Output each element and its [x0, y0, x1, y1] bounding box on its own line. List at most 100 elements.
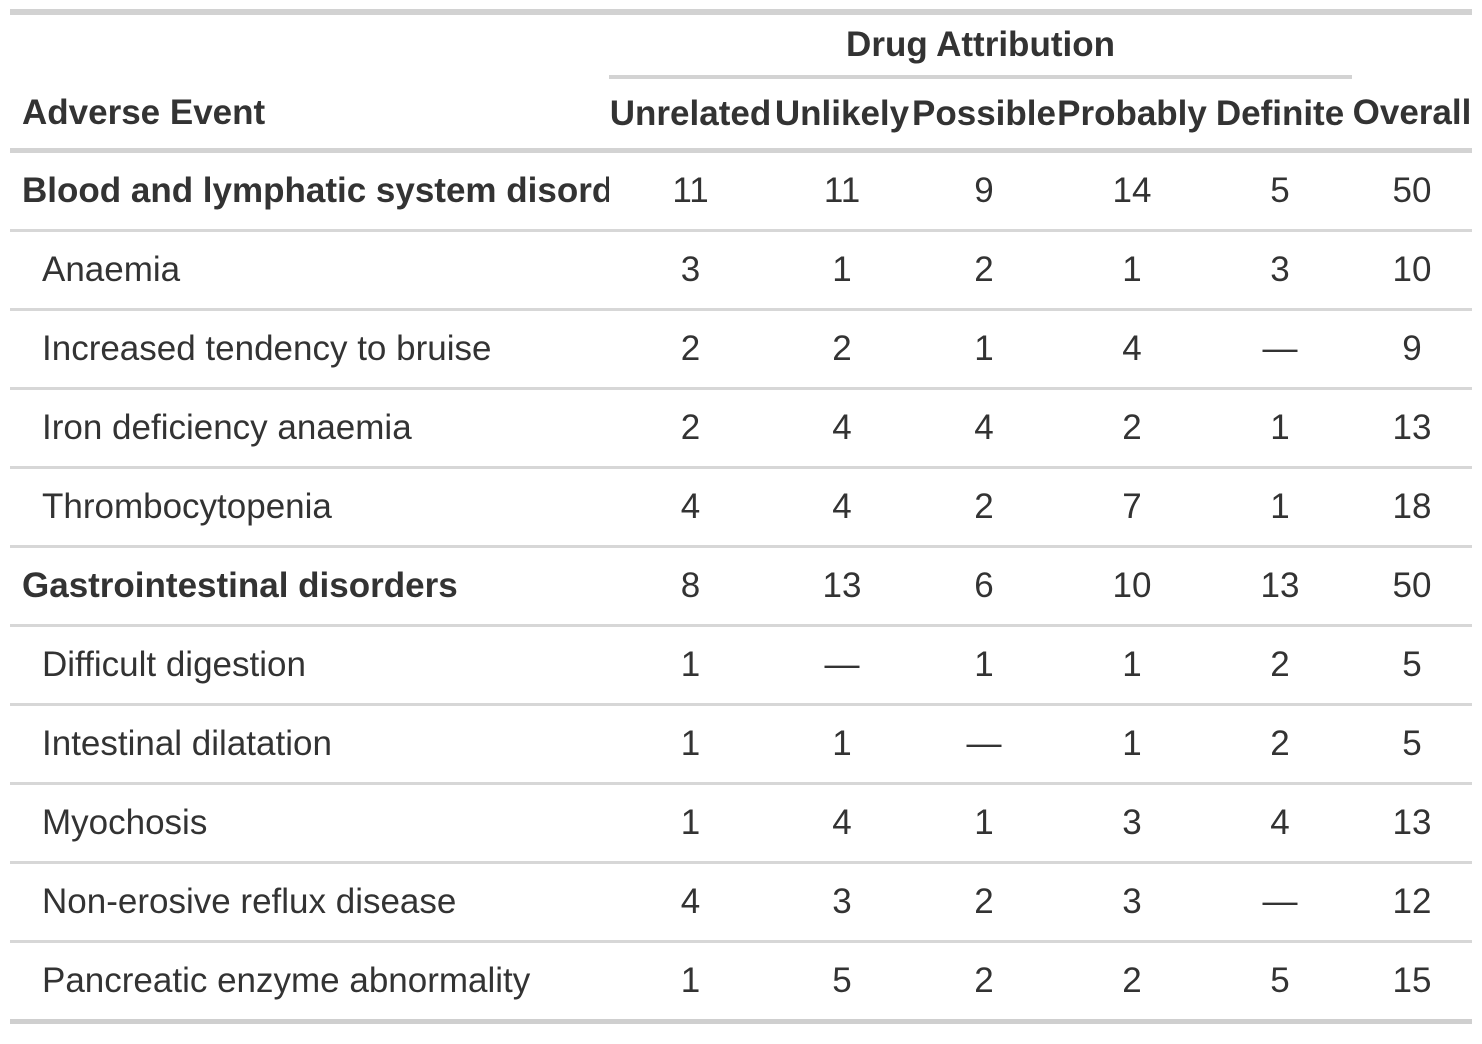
table-row: Anaemia 3 1 2 1 3 10: [10, 230, 1473, 311]
row-label: Pancreatic enzyme abnormality: [42, 961, 531, 1000]
table-row: Non-erosive reflux disease 4 3 2 3 — 12: [10, 862, 1473, 943]
cell-value: —: [772, 625, 912, 706]
row-label: Iron deficiency anaemia: [10, 388, 609, 469]
row-label: Blood and lymphatic system disorders: [10, 150, 609, 232]
cell-value: 2: [609, 309, 772, 390]
spanner-row: Drug Attribution: [10, 12, 1472, 79]
cell-value: 8: [609, 546, 772, 627]
cell-value: 3: [1056, 862, 1208, 943]
cell-value: 4: [609, 467, 772, 548]
spanner-blank-right: [1352, 12, 1472, 77]
cell-value: 13: [772, 546, 912, 627]
spanner-blank-left: [10, 12, 609, 77]
cell-value: —: [1208, 309, 1353, 390]
table-row: Pancreatic enzyme abnormality 1 5 2 2 5 …: [10, 942, 1472, 1022]
column-labels-row: Adverse Event Unrelated Unlikely Possibl…: [10, 77, 1473, 153]
cell-value: 5: [1352, 625, 1473, 706]
table-row: Iron deficiency anaemia 2 4 4 2 1 13: [10, 388, 1473, 469]
cell-value: 2: [1208, 625, 1353, 706]
cell-value: 2: [1122, 961, 1142, 1000]
cell-value: 1: [912, 625, 1056, 706]
cell-value: 11: [609, 150, 772, 232]
table-row: Difficult digestion 1 — 1 1 2 5: [10, 625, 1473, 706]
cell-value: 1: [609, 704, 772, 785]
cell-value: 1: [609, 625, 772, 706]
cell-value: 6: [912, 546, 1056, 627]
table-header: Drug Attribution Adverse Event Unrelated…: [10, 12, 1473, 153]
cell-value: 2: [912, 862, 1056, 943]
cell-value: 12: [1352, 862, 1473, 943]
cell-value: 13: [1352, 388, 1473, 469]
cell-value: 50: [1352, 546, 1473, 627]
cell-value: 3: [772, 862, 912, 943]
cell-value: 1: [1208, 388, 1353, 469]
table-row: Increased tendency to bruise 2 2 1 4 — 9: [10, 309, 1473, 390]
cell-value: 4: [772, 467, 912, 548]
table-row: Intestinal dilatation 1 1 — 1 2 5: [10, 704, 1473, 785]
table-row-group: Gastrointestinal disorders 8 13 6 10 13 …: [10, 546, 1473, 627]
cell-value: 3: [609, 230, 772, 311]
table-row: Thrombocytopenia 4 4 2 7 1 18: [10, 467, 1473, 548]
row-label: Myochosis: [10, 783, 609, 864]
cell-value: 4: [772, 783, 912, 864]
column-header-definite: Definite: [1208, 77, 1353, 153]
cell-value: 2: [609, 388, 772, 469]
column-header-unrelated: Unrelated: [609, 77, 772, 153]
cell-value: 18: [1352, 467, 1473, 548]
cell-value: 4: [1208, 783, 1353, 864]
column-header-probably: Probably: [1056, 77, 1208, 153]
cell-value: 4: [912, 388, 1056, 469]
cell-value: 2: [974, 961, 994, 1000]
cell-value: 5: [1208, 150, 1353, 232]
cell-value: 1: [1208, 467, 1353, 548]
cell-value: —: [1208, 862, 1353, 943]
cell-value: 5: [1270, 961, 1290, 1000]
cell-value: 13: [1352, 783, 1473, 864]
row-label: Gastrointestinal disorders: [10, 546, 609, 627]
cell-value: 3: [1208, 230, 1353, 311]
table-row-group: Blood and lymphatic system disorders 11 …: [10, 150, 1473, 232]
cell-value: 14: [1056, 150, 1208, 232]
cell-value: 5: [1352, 704, 1473, 785]
cell-value: 2: [1208, 704, 1353, 785]
table-row: Myochosis 1 4 1 3 4 13: [10, 783, 1473, 864]
column-header-unlikely: Unlikely: [772, 77, 912, 153]
cell-value: —: [912, 704, 1056, 785]
table-body: Blood and lymphatic system disorders 11 …: [10, 150, 1473, 1022]
row-label: Increased tendency to bruise: [10, 309, 609, 390]
cell-value: 9: [1352, 309, 1473, 390]
cell-value: 1: [1056, 230, 1208, 311]
cell-value: 1: [609, 783, 772, 864]
adverse-events-table: Drug Attribution Adverse Event Unrelated…: [10, 9, 1473, 1024]
cell-value: 7: [1056, 467, 1208, 548]
cell-value: 1: [680, 961, 701, 1000]
cell-value: 4: [772, 388, 912, 469]
cell-value: 10: [1352, 230, 1473, 311]
row-label: Anaemia: [10, 230, 609, 311]
cell-value: 1: [772, 230, 912, 311]
row-label: Difficult digestion: [10, 625, 609, 706]
cell-value: 11: [772, 150, 912, 232]
cell-value: 1: [772, 704, 912, 785]
cell-value: 4: [1056, 309, 1208, 390]
spanner-drug-attribution: Drug Attribution: [609, 12, 1353, 79]
cell-value: 9: [912, 150, 1056, 232]
cell-value: 2: [912, 230, 1056, 311]
cell-value: 1: [912, 783, 1056, 864]
row-label: Non-erosive reflux disease: [10, 862, 609, 943]
cell-value: 1: [1056, 625, 1208, 706]
column-header-possible: Possible: [912, 77, 1056, 153]
cell-value: 1: [1056, 704, 1208, 785]
cell-value: 5: [832, 961, 852, 1000]
cell-value: 13: [1208, 546, 1353, 627]
cell-value: 2: [1056, 388, 1208, 469]
cell-value: 2: [772, 309, 912, 390]
cell-value: 4: [609, 862, 772, 943]
cell-value: 3: [1056, 783, 1208, 864]
row-label: Intestinal dilatation: [10, 704, 609, 785]
cell-value: 50: [1352, 150, 1473, 232]
cell-value: 10: [1056, 546, 1208, 627]
column-header-overall: Overall: [1352, 77, 1473, 153]
cell-value: 15: [1392, 961, 1432, 1000]
cell-value: 1: [912, 309, 1056, 390]
